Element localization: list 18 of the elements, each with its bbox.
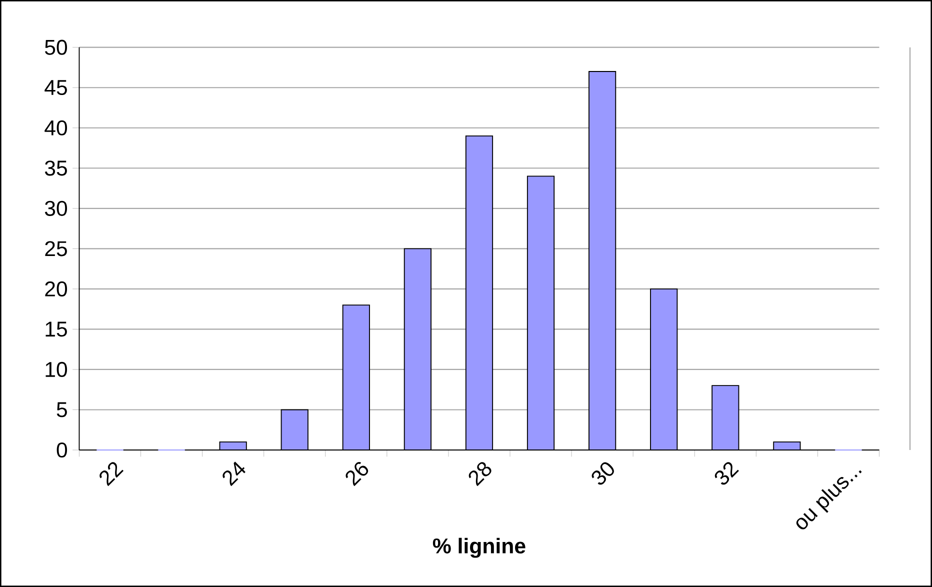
x-tick-label: 30 [592,462,614,485]
x-tick-label: 26 [346,462,368,486]
x-axis-title: % lignine [432,538,526,558]
x-tick-label: 32 [714,462,739,485]
y-tick-label: 50 [44,40,68,55]
y-tick-label: 15 [46,322,67,337]
y-tick-label: 5 [56,402,67,418]
y-tick-label: 45 [44,80,67,96]
y-tick-label: 10 [46,362,68,378]
y-tick-label: 25 [45,241,67,256]
y-tick-label: 20 [45,281,68,296]
y-tick-label: 40 [44,120,68,136]
x-tick-label: 24 [222,462,246,486]
x-tick-label: 22 [100,462,124,486]
x-tick-label: 28 [468,462,492,486]
y-tick-label: 30 [44,200,68,216]
y-tick-label: 35 [44,160,67,176]
y-tick-label: 0 [56,442,68,458]
